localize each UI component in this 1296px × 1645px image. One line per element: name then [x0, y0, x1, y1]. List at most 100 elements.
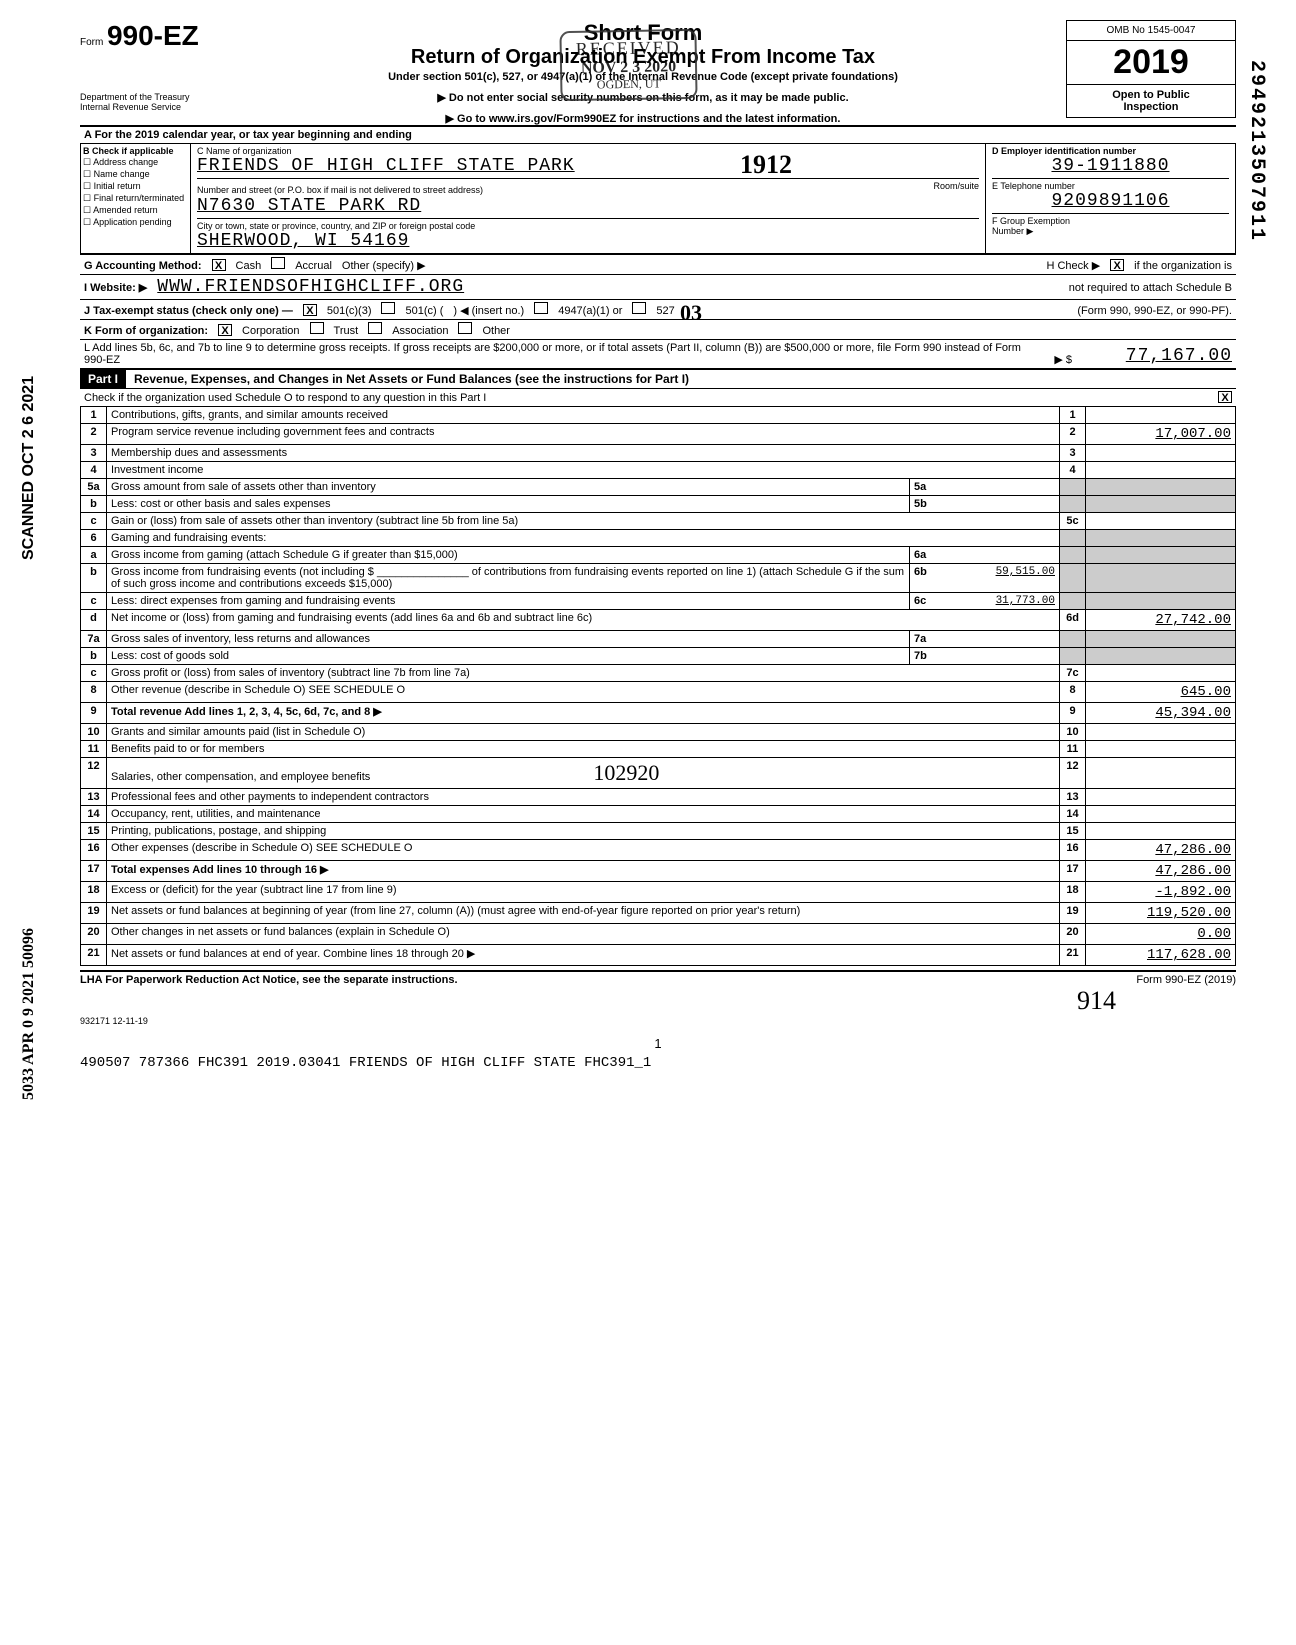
chk-4947[interactable]: [534, 302, 548, 314]
ln-19: 19: [81, 903, 107, 924]
a-17: 47,286.00: [1086, 861, 1236, 882]
chk-other-org[interactable]: [458, 322, 472, 334]
box-b-header: B Check if applicable: [83, 146, 174, 156]
phone: 9209891106: [992, 191, 1229, 211]
a-4: [1086, 462, 1236, 479]
org-city: SHERWOOD, WI 54169: [197, 231, 979, 251]
ln-2: 2: [81, 424, 107, 445]
a-20: 0.00: [1086, 924, 1236, 945]
rn-20: 20: [1060, 924, 1086, 945]
line-l-arrow: ▶ $: [1054, 353, 1072, 366]
chk-amended-return[interactable]: Amended return: [83, 205, 188, 216]
rn-14: 14: [1060, 806, 1086, 823]
label-cash: Cash: [236, 260, 262, 272]
sa-5a: [1086, 479, 1236, 496]
label-other-method: Other (specify) ▶: [342, 259, 426, 272]
line-k: K Form of organization: X Corporation Tr…: [80, 319, 1236, 339]
a-12: [1086, 758, 1236, 789]
label-k: K Form of organization:: [84, 325, 208, 337]
chk-corporation[interactable]: X: [218, 324, 232, 336]
label-association: Association: [392, 325, 448, 337]
a-14: [1086, 806, 1236, 823]
d-19: Net assets or fund balances at beginning…: [107, 903, 1060, 924]
rn-18: 18: [1060, 882, 1086, 903]
label-j: J Tax-exempt status (check only one) —: [84, 305, 293, 317]
dept-irs: Internal Revenue Service: [80, 102, 220, 112]
chk-association[interactable]: [368, 322, 382, 334]
label-address: Number and street (or P.O. box if mail i…: [197, 185, 483, 195]
sh-7a: [1060, 631, 1086, 648]
d-11: Benefits paid to or for members: [107, 741, 1060, 758]
line-i: I Website: ▶ WWW.FRIENDSOFHIGHCLIFF.ORG …: [80, 274, 1236, 299]
open-public-1: Open to Public: [1071, 89, 1231, 101]
rn-12: 12: [1060, 758, 1086, 789]
chk-501c3[interactable]: X: [303, 304, 317, 316]
a-7c: [1086, 665, 1236, 682]
chk-501c[interactable]: [381, 302, 395, 314]
chk-cash[interactable]: X: [212, 259, 226, 271]
chk-address-change[interactable]: Address change: [83, 157, 188, 168]
chk-name-change[interactable]: Name change: [83, 169, 188, 180]
a-19: 119,520.00: [1086, 903, 1236, 924]
dept-treasury: Department of the Treasury: [80, 92, 220, 102]
rn-21: 21: [1060, 945, 1086, 966]
a-21: 117,628.00: [1086, 945, 1236, 966]
chk-accrual[interactable]: [271, 257, 285, 269]
a-13: [1086, 789, 1236, 806]
label-city: City or town, state or province, country…: [197, 221, 979, 231]
sa-5b: [1086, 496, 1236, 513]
form-number: 990-EZ: [107, 20, 199, 51]
part-i-label: Part I: [80, 370, 126, 388]
rn-9: 9: [1060, 703, 1086, 724]
label-c-name: C Name of organization: [197, 146, 979, 156]
mv-6c: 31,773.00: [996, 595, 1055, 607]
ln-8: 8: [81, 682, 107, 703]
org-address: N7630 STATE PARK RD: [197, 196, 979, 216]
ln-3: 3: [81, 445, 107, 462]
d-17: Total expenses Add lines 10 through 16 ▶: [107, 861, 1060, 882]
chk-h[interactable]: X: [1110, 259, 1124, 271]
ln-14: 14: [81, 806, 107, 823]
label-501c-insert: ) ◀ (insert no.): [453, 304, 524, 317]
d-6b: Gross income from fundraising events (no…: [107, 564, 910, 593]
a-8: 645.00: [1086, 682, 1236, 703]
chk-527[interactable]: [632, 302, 646, 314]
label-h4: (Form 990, 990-EZ, or 990-PF).: [1077, 305, 1232, 317]
d-5a: Gross amount from sale of assets other t…: [107, 479, 910, 496]
sh-7b: [1060, 648, 1086, 665]
lha-notice: LHA For Paperwork Reduction Act Notice, …: [80, 974, 458, 986]
label-h3: not required to attach Schedule B: [1069, 282, 1232, 294]
label-501c3: 501(c)(3): [327, 305, 372, 317]
d-1: Contributions, gifts, grants, and simila…: [107, 407, 1060, 424]
rn-7c: 7c: [1060, 665, 1086, 682]
m-7b: 7b: [914, 650, 927, 662]
chk-initial-return[interactable]: Initial return: [83, 181, 188, 192]
footer-line: 490507 787366 FHC391 2019.03041 FRIENDS …: [80, 1055, 1236, 1071]
software-code: 932171 12-11-19: [80, 1016, 1236, 1026]
label-other-org: Other: [482, 325, 510, 337]
part-i-check-text: Check if the organization used Schedule …: [84, 392, 1208, 404]
d-2: Program service revenue including govern…: [107, 424, 1060, 445]
label-e-phone: E Telephone number: [992, 178, 1229, 191]
page-number: 1: [80, 1036, 1236, 1051]
a-16: 47,286.00: [1086, 840, 1236, 861]
d-6d: Net income or (loss) from gaming and fun…: [107, 610, 1060, 631]
ln-5c: c: [81, 513, 107, 530]
label-4947: 4947(a)(1) or: [558, 305, 622, 317]
a-1: [1086, 407, 1236, 424]
line-l-text: L Add lines 5b, 6c, and 7b to line 9 to …: [84, 342, 1044, 366]
ln-16: 16: [81, 840, 107, 861]
sa-6b: [1086, 564, 1236, 593]
ln-20: 20: [81, 924, 107, 945]
chk-application-pending[interactable]: Application pending: [83, 217, 188, 228]
rn-16: 16: [1060, 840, 1086, 861]
a-15: [1086, 823, 1236, 840]
handwritten-102920: 102920: [593, 760, 659, 785]
ln-12: 12: [81, 758, 107, 789]
chk-final-return[interactable]: Final return/terminated: [83, 193, 188, 204]
chk-schedule-o[interactable]: X: [1218, 391, 1232, 403]
rn-1: 1: [1060, 407, 1086, 424]
sh-5b: [1060, 496, 1086, 513]
chk-trust[interactable]: [310, 322, 324, 334]
a-9: 45,394.00: [1086, 703, 1236, 724]
